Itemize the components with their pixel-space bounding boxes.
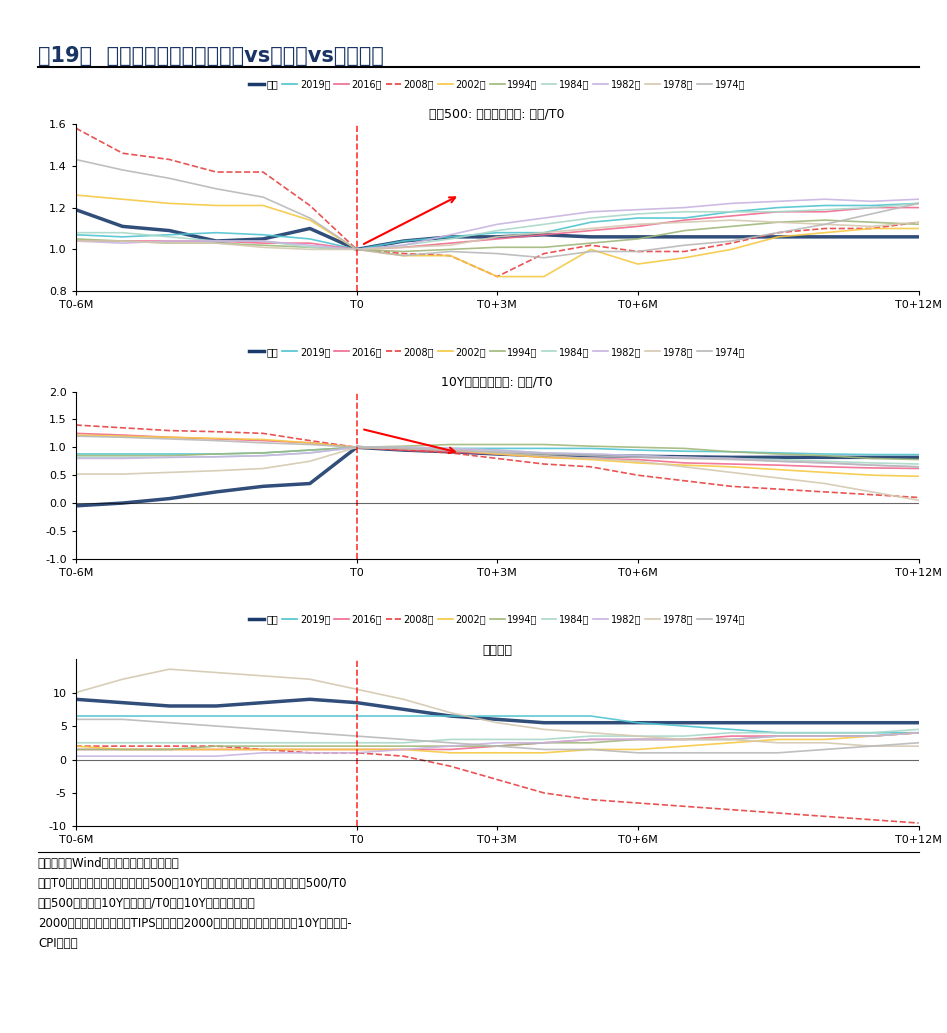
Legend: 本轮, 2019年, 2016年, 2008年, 2002年, 1994年, 1984年, 1982年, 1978年, 1974年: 本轮, 2019年, 2016年, 2008年, 2002年, 1994年, 1… (245, 611, 749, 628)
Text: 数据来源：Wind，广发证券发展研究中心
横轴T0代表贴现率顶的时刻，标普500和10Y美债实际利率纵轴分别代表每天标500/T0
标普500以及每天10Y美债: 数据来源：Wind，广发证券发展研究中心 横轴T0代表贴现率顶的时刻，标普500… (38, 857, 351, 950)
Title: 标普500: 月（平均值）: 当天/T0: 标普500: 月（平均值）: 当天/T0 (429, 108, 565, 122)
Text: 图19：  历次贴现率顶前后，美股vs贴现率vs盈利表现: 图19： 历次贴现率顶前后，美股vs贴现率vs盈利表现 (38, 46, 384, 66)
Legend: 本轮, 2019年, 2016年, 2008年, 2002年, 1994年, 1984年, 1982年, 1978年, 1974年: 本轮, 2019年, 2016年, 2008年, 2002年, 1994年, 1… (245, 75, 749, 93)
Title: 10Y美债实际利率: 当天/T0: 10Y美债实际利率: 当天/T0 (441, 376, 553, 389)
Legend: 本轮, 2019年, 2016年, 2008年, 2002年, 1994年, 1984年, 1982年, 1978年, 1974年: 本轮, 2019年, 2016年, 2008年, 2002年, 1994年, 1… (245, 343, 749, 361)
Title: 美股业绩: 美股业绩 (482, 644, 512, 657)
